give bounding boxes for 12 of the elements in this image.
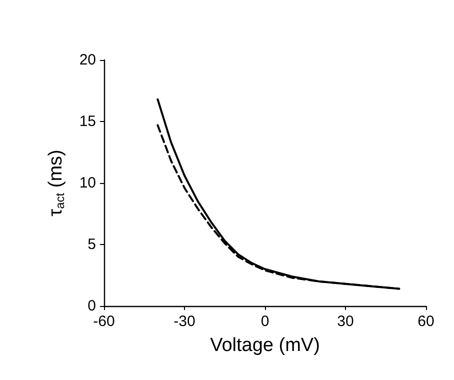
y-tick-label: 10 (79, 174, 96, 192)
x-tick-label: 60 (418, 313, 434, 330)
x-tick-label: 30 (337, 313, 354, 330)
x-tick-label: 0 (260, 313, 270, 330)
y-tick-label: 5 (88, 236, 96, 253)
y-axis-title: τact (ms) (46, 150, 67, 216)
x-tick-label: -30 (174, 313, 196, 330)
x-axis-title: Voltage (mV) (210, 335, 320, 356)
x-tick-label: -60 (93, 313, 115, 330)
y-tick-label: 15 (79, 113, 96, 130)
y-tick-label: 20 (79, 52, 96, 68)
y-tick-label: 0 (88, 298, 96, 314)
